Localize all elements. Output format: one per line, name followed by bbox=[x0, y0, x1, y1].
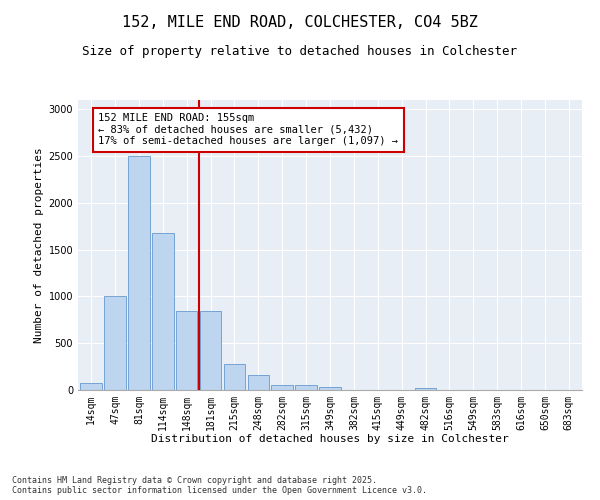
Bar bbox=[80, 383, 102, 390]
Text: 152 MILE END ROAD: 155sqm
← 83% of detached houses are smaller (5,432)
17% of se: 152 MILE END ROAD: 155sqm ← 83% of detac… bbox=[98, 113, 398, 146]
Bar bbox=[224, 364, 245, 390]
Y-axis label: Number of detached properties: Number of detached properties bbox=[34, 147, 44, 343]
Bar bbox=[128, 156, 149, 390]
Text: Contains HM Land Registry data © Crown copyright and database right 2025.
Contai: Contains HM Land Registry data © Crown c… bbox=[12, 476, 427, 495]
Bar bbox=[176, 312, 197, 390]
Bar bbox=[319, 387, 341, 390]
Bar bbox=[104, 296, 126, 390]
X-axis label: Distribution of detached houses by size in Colchester: Distribution of detached houses by size … bbox=[151, 434, 509, 444]
Bar bbox=[295, 385, 317, 390]
Bar bbox=[248, 375, 269, 390]
Bar bbox=[271, 385, 293, 390]
Text: 152, MILE END ROAD, COLCHESTER, CO4 5BZ: 152, MILE END ROAD, COLCHESTER, CO4 5BZ bbox=[122, 15, 478, 30]
Bar bbox=[415, 388, 436, 390]
Text: Size of property relative to detached houses in Colchester: Size of property relative to detached ho… bbox=[83, 45, 517, 58]
Bar bbox=[152, 233, 173, 390]
Bar bbox=[200, 312, 221, 390]
